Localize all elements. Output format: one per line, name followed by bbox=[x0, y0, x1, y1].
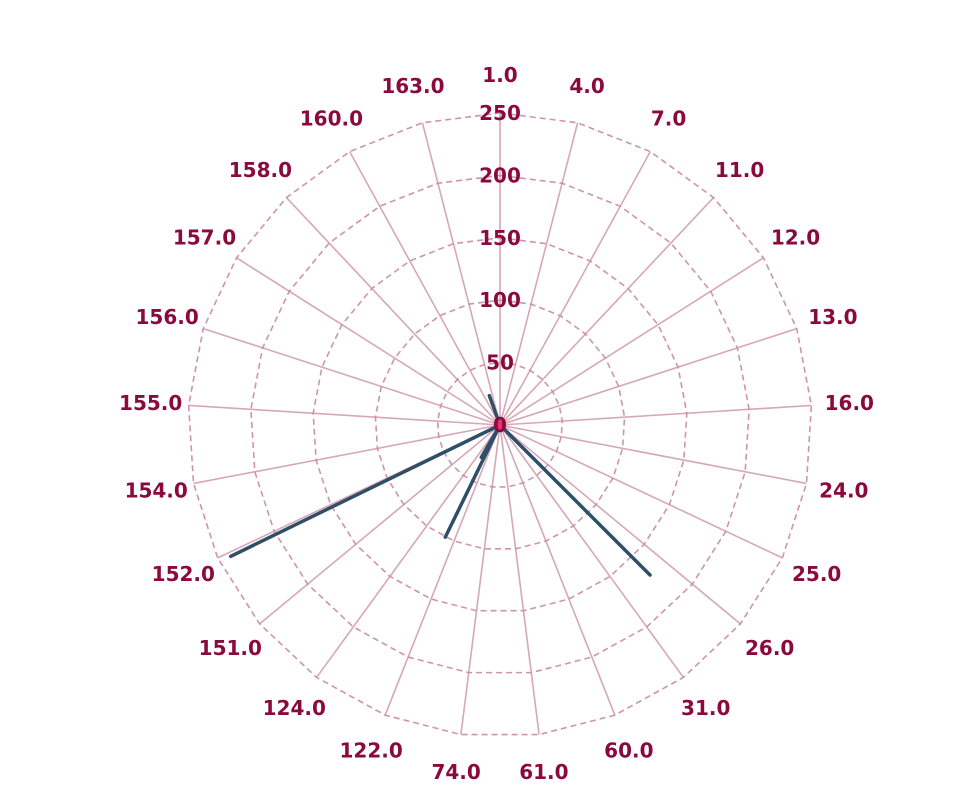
radial-tick-label: 0 bbox=[493, 413, 507, 437]
angular-tick-label: 11.0 bbox=[715, 158, 764, 182]
spoke-line bbox=[348, 151, 501, 426]
angular-tick-label: 1.0 bbox=[482, 63, 517, 87]
spoke-line bbox=[499, 151, 652, 426]
angular-tick-label: 4.0 bbox=[569, 74, 604, 98]
data-segment bbox=[498, 423, 652, 577]
spoke-line bbox=[193, 424, 501, 485]
angular-tick-label: 25.0 bbox=[792, 562, 841, 586]
grid-ring bbox=[374, 299, 626, 550]
radial-tick-label: 200 bbox=[479, 163, 521, 187]
angular-tick-label: 158.0 bbox=[229, 158, 292, 182]
spoke-line bbox=[499, 424, 741, 625]
spoke-line bbox=[499, 122, 579, 426]
grid-ring bbox=[436, 361, 564, 488]
angular-tick-label: 61.0 bbox=[519, 760, 568, 784]
angular-tick-label: 156.0 bbox=[135, 305, 198, 329]
spoke-line bbox=[499, 327, 797, 426]
radial-tick-labels: 0 50 100 150 200 250 bbox=[479, 101, 521, 437]
radial-tick-label: 150 bbox=[479, 226, 521, 250]
data-segment bbox=[479, 423, 502, 460]
spoke-line bbox=[203, 327, 501, 426]
angular-tick-label: 24.0 bbox=[819, 479, 868, 503]
spoke-line bbox=[259, 424, 501, 625]
angular-tick-label: 160.0 bbox=[300, 106, 363, 130]
angular-tick-label: 13.0 bbox=[808, 305, 857, 329]
radial-tick-label: 50 bbox=[486, 351, 514, 375]
angular-tick-label: 26.0 bbox=[745, 636, 794, 660]
spoke-line bbox=[499, 257, 764, 426]
angular-tick-label: 74.0 bbox=[431, 760, 480, 784]
spoke-line bbox=[460, 424, 501, 735]
angular-tick-label: 157.0 bbox=[173, 225, 236, 249]
angular-tick-label: 163.0 bbox=[381, 74, 444, 98]
spoke-line bbox=[499, 424, 540, 735]
angular-tick-label: 155.0 bbox=[119, 391, 182, 415]
radial-tick-label: 250 bbox=[479, 101, 521, 125]
spoke-line bbox=[499, 424, 616, 716]
spoke-line bbox=[384, 424, 501, 716]
spoke-line bbox=[499, 424, 807, 485]
spoke-line bbox=[315, 424, 501, 678]
spoke-line bbox=[499, 404, 812, 426]
grid bbox=[187, 112, 813, 736]
data-segment bbox=[229, 423, 502, 559]
angular-tick-label: 154.0 bbox=[125, 479, 188, 503]
angular-tick-label: 31.0 bbox=[681, 696, 730, 720]
grid-ring bbox=[312, 236, 688, 612]
data-series bbox=[229, 393, 652, 577]
spoke-line bbox=[188, 404, 501, 426]
spoke-line bbox=[499, 424, 783, 559]
center-point bbox=[495, 420, 505, 430]
radial-tick-label: 100 bbox=[479, 288, 521, 312]
spoke-line bbox=[285, 197, 501, 426]
data-segment bbox=[487, 393, 502, 427]
angular-tick-label: 151.0 bbox=[199, 636, 262, 660]
angular-tick-label: 124.0 bbox=[263, 696, 326, 720]
spoke-line bbox=[499, 197, 715, 426]
angular-tick-labels: 1.0 4.0 7.0 11.0 12.0 13.0 16.0 24.0 25.0 26.0 31.… bbox=[119, 63, 874, 784]
grid-ring bbox=[250, 174, 750, 674]
angular-tick-label: 60.0 bbox=[604, 738, 653, 762]
angular-tick-label: 12.0 bbox=[771, 225, 820, 249]
spoke-line bbox=[499, 424, 685, 678]
grid-ring bbox=[187, 112, 813, 736]
angular-tick-label: 122.0 bbox=[340, 738, 403, 762]
angular-tick-label: 7.0 bbox=[651, 106, 686, 130]
angular-tick-label: 16.0 bbox=[825, 391, 874, 415]
angular-tick-label: 152.0 bbox=[152, 562, 215, 586]
spoke-line bbox=[236, 257, 501, 426]
spoke-line bbox=[421, 122, 501, 426]
